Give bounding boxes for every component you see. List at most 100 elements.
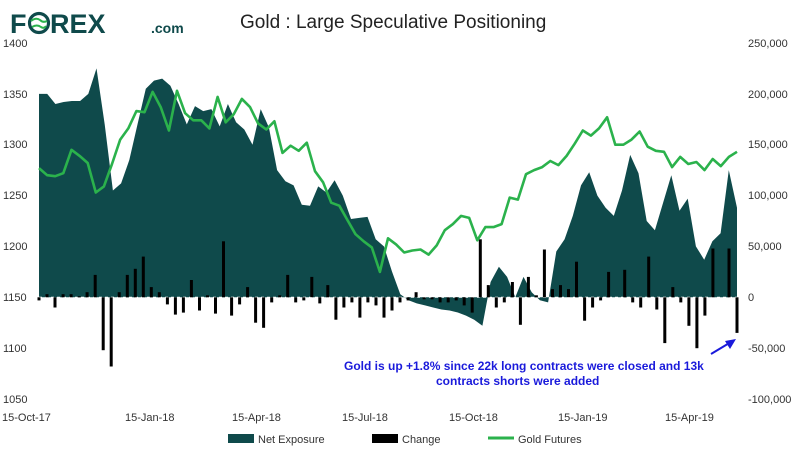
annotation-line: contracts shorts were added <box>436 374 599 388</box>
left-axis-tick-label: 1350 <box>3 89 27 101</box>
left-axis-tick-label: 1250 <box>3 190 27 202</box>
annotation-arrow-icon <box>710 339 736 355</box>
change-bar <box>510 282 514 298</box>
annotation-line: Gold is up +1.8% since 22k long contract… <box>344 359 704 373</box>
x-axis-tick-label: 15-Jul-18 <box>342 412 388 424</box>
change-bar <box>85 292 89 298</box>
right-axis-tick-label: 50,000 <box>748 241 782 253</box>
change-bar-layer <box>37 239 739 367</box>
legend-label: Net Exposure <box>258 434 325 446</box>
change-bar <box>342 297 346 308</box>
change-bar <box>165 297 169 305</box>
left-axis-tick-label: 1300 <box>3 139 27 151</box>
change-bar <box>478 239 482 298</box>
right-axis-tick-label: -100,000 <box>748 394 791 406</box>
change-bar <box>181 297 185 313</box>
change-bar <box>222 241 225 298</box>
change-bar <box>286 274 290 298</box>
change-bar <box>430 297 434 300</box>
change-bar <box>206 295 209 298</box>
right-axis-tick-label: 200,000 <box>748 89 788 101</box>
change-bar <box>631 297 635 303</box>
change-bar <box>703 297 707 316</box>
left-axis-tick-label: 1100 <box>3 343 27 355</box>
change-bar <box>93 274 97 298</box>
change-bar <box>438 297 442 303</box>
change-bar <box>583 297 587 321</box>
change-bar <box>45 294 49 298</box>
change-bar <box>727 248 731 298</box>
change-bar <box>173 297 177 315</box>
change-bar <box>61 294 65 298</box>
change-bar <box>711 248 715 298</box>
change-bar <box>687 297 691 326</box>
brand-logo: F REX .com <box>10 9 184 39</box>
x-axis-tick-label: 15-Jan-19 <box>558 412 608 424</box>
left-axis-tick-label: 1150 <box>3 292 27 304</box>
right-axis-tick-label: 250,000 <box>748 38 788 50</box>
change-bar <box>494 297 498 308</box>
change-bar <box>623 269 627 298</box>
change-bar <box>125 274 129 298</box>
change-bar <box>214 297 217 314</box>
left-axis-tick-label: 1050 <box>3 394 27 406</box>
brand-logo-letters-rex: REX <box>50 9 106 39</box>
net-exposure-area-layer <box>39 68 737 326</box>
change-bar <box>109 297 113 367</box>
legend-label: Gold Futures <box>518 434 582 446</box>
change-bar <box>157 292 161 298</box>
change-bar <box>462 297 466 306</box>
brand-logo-suffix: .com <box>151 20 184 36</box>
change-bar <box>647 256 651 298</box>
change-bar <box>607 271 611 298</box>
right-axis-tick-label: 0 <box>748 292 754 304</box>
change-bar <box>382 297 386 318</box>
bar-swatch-icon <box>372 434 398 443</box>
change-bar <box>262 297 266 328</box>
change-bar <box>542 249 546 298</box>
change-bar <box>679 297 683 303</box>
change-bar <box>189 280 193 298</box>
change-bar <box>735 297 739 333</box>
change-bar <box>294 297 298 303</box>
x-axis-tick-label: 15-Apr-18 <box>232 412 281 424</box>
change-bar <box>358 297 362 318</box>
change-bar <box>334 297 338 320</box>
change-bar <box>246 287 250 298</box>
x-axis-tick-label: 15-Apr-19 <box>665 412 714 424</box>
change-bar <box>502 297 506 303</box>
change-bar <box>567 289 570 298</box>
change-bar <box>37 297 41 301</box>
change-bar <box>591 297 595 308</box>
annotation: Gold is up +1.8% since 22k long contract… <box>344 339 736 388</box>
change-bar <box>69 294 73 298</box>
legend-label: Change <box>402 434 441 446</box>
change-bar <box>366 297 370 303</box>
change-bar <box>254 297 258 323</box>
change-bar <box>390 297 394 311</box>
change-bar <box>278 295 282 298</box>
right-axis-tick-label: 150,000 <box>748 139 788 151</box>
change-bar <box>534 295 538 298</box>
legend: Net Exposure Change Gold Futures <box>228 434 582 446</box>
change-bar <box>671 287 675 298</box>
legend-item-change: Change <box>372 434 441 446</box>
change-bar <box>551 289 554 298</box>
x-axis-tick-label: 15-Oct-17 <box>2 412 51 424</box>
change-bar <box>663 297 667 344</box>
gold-futures-line <box>38 89 738 274</box>
change-bar <box>486 285 490 298</box>
gold-futures-line-layer <box>38 89 738 274</box>
globe-icon <box>27 11 51 35</box>
change-bar <box>695 297 699 349</box>
x-axis: 15-Oct-17 15-Jan-18 15-Apr-18 15-Jul-18 … <box>2 412 714 424</box>
left-axis-tick-label: 1200 <box>3 241 27 253</box>
change-bar <box>310 276 314 298</box>
change-bar <box>526 276 530 298</box>
change-bar <box>398 297 402 303</box>
left-axis-tick-label: 1400 <box>3 38 27 50</box>
right-axis-tick-label: -50,000 <box>748 343 785 355</box>
change-bar <box>101 297 105 351</box>
change-bar <box>454 297 458 301</box>
